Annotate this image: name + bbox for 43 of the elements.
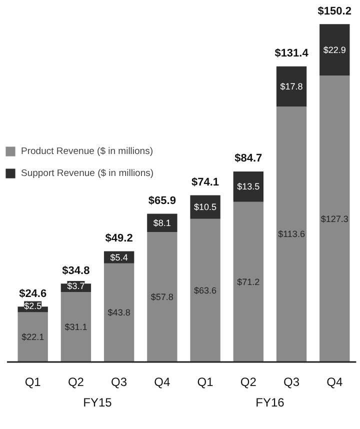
x-tick-label: Q3 [284,375,300,390]
total-label: $65.9 [148,194,176,207]
x-tick-label: Q2 [240,375,257,390]
data-label: $63.6 [194,285,217,296]
data-label: $127.3 [320,214,348,224]
x-tick-label: Q4 [154,375,171,390]
bar [233,202,264,362]
data-label: $71.2 [237,276,260,287]
total-label: $34.8 [62,264,90,277]
legend-label: Product Revenue ($ in millions) [21,146,154,156]
total-label: $150.2 [318,5,352,18]
text: FY16 [256,395,285,410]
total-label: $131.4 [274,48,310,60]
total-label: $49.2 [105,232,133,245]
data-label: $43.8 [108,308,130,318]
bar [320,76,350,362]
legend-label: Support Revenue ($ in millions) [21,168,154,178]
data-label: $13.5 [237,182,260,192]
data-label: $2.5 [24,301,42,312]
x-tick-label: Q1 [197,375,214,390]
x-tick-label: Q2 [68,375,84,390]
x-tick-label: Q4 [326,375,343,390]
data-label: $17.8 [280,81,303,92]
data-label: $113.6 [278,229,305,240]
bar [276,106,307,362]
bar [104,263,134,362]
data-label: $10.5 [194,202,217,212]
x-tick-label: Q1 [24,375,42,390]
total-label: $84.7 [234,152,262,165]
data-label: $3.7 [67,281,85,291]
bar [147,232,178,362]
data-label: $8.1 [153,218,171,228]
data-label: $22.9 [323,44,346,55]
x-tick-label: Q3 [111,375,128,390]
data-label: $31.1 [64,322,88,332]
total-label: $74.1 [192,176,220,189]
data-label: $22.1 [22,332,44,342]
data-label: $57.8 [150,292,174,302]
bar [60,292,92,362]
data-label: $5.4 [110,252,128,262]
text: FY15 [83,395,112,410]
total-label: $24.6 [19,288,47,300]
bar [190,218,220,362]
